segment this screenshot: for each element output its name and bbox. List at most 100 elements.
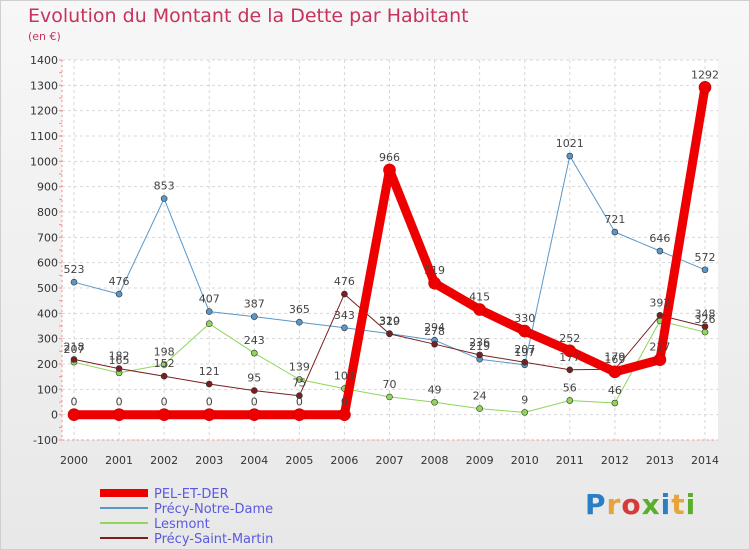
data-label: 217 xyxy=(649,341,670,354)
data-label: 252 xyxy=(559,332,580,345)
data-point-pr-cy-saint-martin xyxy=(656,312,664,319)
data-label: 523 xyxy=(64,263,85,276)
data-point-pel-et-der xyxy=(202,408,216,421)
x-tick-label: 2013 xyxy=(646,454,674,467)
data-point-pr-cy-notre-dame xyxy=(115,290,123,298)
data-label: 0 xyxy=(116,396,123,409)
data-label: 1292 xyxy=(691,68,719,81)
data-label: 103 xyxy=(334,370,355,383)
data-point-lesmont xyxy=(386,393,393,401)
y-tick-label: 1300 xyxy=(30,79,58,92)
data-point-pr-cy-saint-martin xyxy=(431,340,438,348)
y-tick-label: 100 xyxy=(37,383,58,396)
y-tick-label: 1400 xyxy=(30,54,58,67)
data-label: 182 xyxy=(109,350,130,363)
data-point-pr-cy-notre-dame xyxy=(701,266,709,274)
chart-title: Evolution du Montant de la Dette par Hab… xyxy=(28,5,469,27)
data-label: 294 xyxy=(424,321,445,334)
x-tick-label: 2003 xyxy=(195,454,223,467)
data-label: 476 xyxy=(334,275,355,288)
data-point-pel-et-der xyxy=(67,408,81,421)
data-point-pr-cy-saint-martin xyxy=(205,380,213,388)
data-point-pel-et-der xyxy=(338,408,351,421)
data-label: 219 xyxy=(469,340,490,353)
data-point-pr-cy-saint-martin xyxy=(341,290,348,298)
data-label: 152 xyxy=(154,357,175,370)
data-point-pr-cy-notre-dame xyxy=(250,313,258,320)
y-tick-label: 0 xyxy=(51,409,58,422)
data-label: 0 xyxy=(341,396,348,409)
x-tick-label: 2008 xyxy=(421,454,449,467)
data-point-pr-cy-notre-dame xyxy=(611,228,619,236)
data-point-pr-cy-notre-dame xyxy=(341,324,348,332)
data-label: 218 xyxy=(64,340,85,353)
data-point-pr-cy-saint-martin xyxy=(160,372,168,380)
legend-label: Précy-Saint-Martin xyxy=(154,532,273,547)
data-label: 646 xyxy=(649,232,670,245)
x-tick-label: 2000 xyxy=(60,454,88,467)
y-tick-label: 800 xyxy=(37,206,58,219)
data-label: 519 xyxy=(424,264,445,277)
data-label: 966 xyxy=(379,151,400,164)
data-point-pel-et-der xyxy=(112,408,126,421)
data-label: 236 xyxy=(469,336,490,349)
data-label: 476 xyxy=(109,275,130,288)
data-point-pel-et-der xyxy=(247,408,261,421)
data-point-pel-et-der xyxy=(608,365,622,379)
data-label: 0 xyxy=(71,396,78,409)
data-point-pel-et-der xyxy=(473,303,486,316)
data-label: 70 xyxy=(383,378,397,391)
data-label: 49 xyxy=(428,383,442,396)
data-label: 326 xyxy=(695,313,716,326)
data-point-pr-cy-saint-martin xyxy=(115,365,123,372)
data-label: 348 xyxy=(695,308,716,321)
data-label: 330 xyxy=(514,312,535,325)
data-label: 207 xyxy=(64,343,85,356)
plot-area xyxy=(62,60,718,440)
y-tick-label: 1000 xyxy=(30,155,58,168)
data-point-pel-et-der xyxy=(563,344,577,358)
data-point-pr-cy-saint-martin xyxy=(250,387,258,394)
data-label: 75 xyxy=(292,377,306,390)
data-point-pel-et-der xyxy=(157,408,171,421)
data-point-pr-cy-saint-martin xyxy=(386,330,393,338)
data-label: 853 xyxy=(154,180,175,193)
data-label: 179 xyxy=(604,350,625,363)
data-label: 165 xyxy=(109,354,130,367)
data-point-pr-cy-notre-dame xyxy=(656,247,664,255)
data-label: 207 xyxy=(514,343,535,356)
data-label: 721 xyxy=(604,213,625,226)
x-tick-label: 2009 xyxy=(466,454,494,467)
data-label: 319 xyxy=(379,315,400,328)
data-point-pel-et-der xyxy=(383,163,396,177)
data-point-pr-cy-notre-dame xyxy=(296,318,303,326)
data-label: 24 xyxy=(473,390,487,403)
x-tick-label: 2007 xyxy=(376,454,404,467)
data-point-lesmont xyxy=(250,349,258,357)
logo-letter: P xyxy=(585,488,607,521)
data-label: 0 xyxy=(206,396,213,409)
x-tick-label: 2006 xyxy=(330,454,358,467)
data-point-pr-cy-notre-dame xyxy=(566,152,574,160)
logo-letter: r xyxy=(606,488,622,521)
logo-letter: i xyxy=(685,488,697,521)
data-label: 121 xyxy=(199,365,220,378)
data-point-pel-et-der xyxy=(518,324,532,338)
legend-label: Précy-Notre-Dame xyxy=(154,502,273,517)
chart-subtitle: (en €) xyxy=(28,30,61,43)
data-point-lesmont xyxy=(205,320,213,328)
y-tick-label: 600 xyxy=(37,257,58,270)
data-point-pr-cy-saint-martin xyxy=(701,323,709,330)
data-label: 407 xyxy=(199,293,220,306)
data-label: 1021 xyxy=(556,137,584,150)
data-point-pr-cy-notre-dame xyxy=(160,195,168,202)
data-point-pr-cy-notre-dame xyxy=(205,308,213,315)
logo-letter: x xyxy=(641,488,661,521)
data-point-lesmont xyxy=(296,376,303,383)
data-point-pel-et-der xyxy=(293,408,306,421)
data-label: 415 xyxy=(469,291,490,304)
data-label: 0 xyxy=(161,396,168,409)
data-label: 198 xyxy=(154,346,175,359)
data-label: 572 xyxy=(695,251,716,264)
